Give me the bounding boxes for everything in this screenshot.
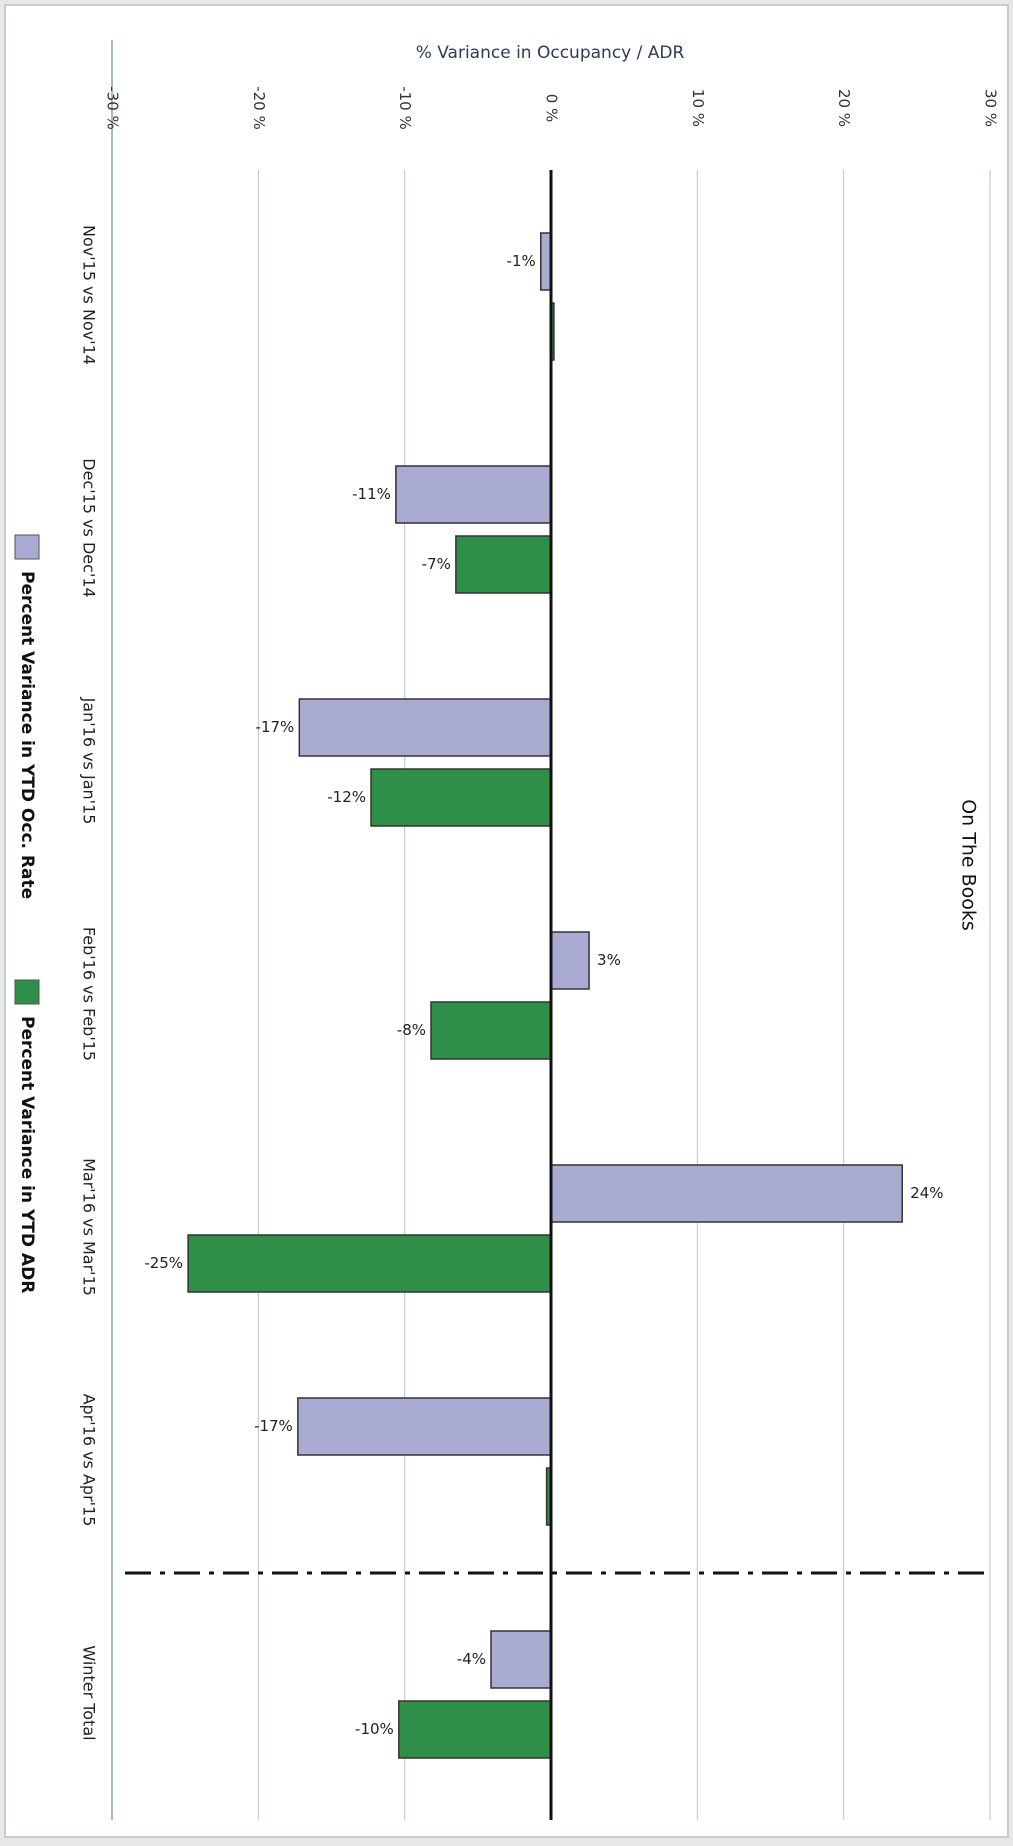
bar-adr — [370, 768, 552, 827]
category-label: Dec'15 vs Dec'14 — [80, 458, 99, 597]
category-label: Apr'16 vs Apr'15 — [80, 1394, 99, 1527]
tick-label: 10 % — [689, 89, 707, 127]
data-label: -7% — [422, 555, 451, 573]
bar-occ — [395, 465, 552, 524]
plot-background — [4, 4, 1009, 1838]
legend-swatch — [14, 534, 40, 560]
tick-label: -10 % — [396, 86, 414, 130]
bar-occ — [490, 1630, 552, 1689]
category-label: Jan'16 vs Jan'15 — [80, 697, 99, 825]
data-label: -1% — [507, 252, 536, 270]
bar-occ — [297, 1397, 552, 1456]
tick-label: 30 % — [982, 89, 1000, 127]
bar-occ — [550, 931, 590, 990]
data-label: -17% — [256, 718, 295, 736]
chart-title: On The Books — [958, 799, 980, 931]
bar-occ — [540, 232, 552, 291]
legend-swatch — [14, 979, 40, 1005]
data-label: -8% — [397, 1021, 426, 1039]
bar-adr — [455, 535, 552, 594]
tick-label: 0 % — [543, 94, 561, 123]
value-axis-label: % Variance in Occupancy / ADR — [416, 43, 685, 63]
data-label: -12% — [327, 788, 366, 806]
legend-label: Percent Variance in YTD Occ. Rate — [17, 571, 37, 899]
bar-adr — [430, 1001, 552, 1060]
data-label: -4% — [457, 1650, 486, 1668]
bar-adr — [187, 1234, 552, 1293]
tick-label: 20 % — [835, 89, 853, 127]
data-label: -17% — [254, 1417, 293, 1435]
data-label: -10% — [355, 1720, 394, 1738]
legend-label: Percent Variance in YTD ADR — [17, 1016, 37, 1293]
data-label: 24% — [910, 1184, 943, 1202]
tick-label: -20 % — [250, 86, 268, 130]
category-label: Mar'16 vs Mar'15 — [80, 1158, 99, 1296]
bar-adr — [398, 1700, 552, 1759]
category-label: Winter Total — [80, 1645, 99, 1740]
tick-label: -30 % — [104, 86, 122, 130]
data-label: 3% — [597, 951, 621, 969]
category-label: Nov'15 vs Nov'14 — [80, 225, 99, 365]
category-label: Feb'16 vs Feb'15 — [80, 927, 99, 1061]
data-label: -25% — [144, 1254, 183, 1272]
bar-occ — [550, 1164, 903, 1223]
bar-occ — [298, 698, 552, 757]
data-label: -11% — [352, 485, 391, 503]
